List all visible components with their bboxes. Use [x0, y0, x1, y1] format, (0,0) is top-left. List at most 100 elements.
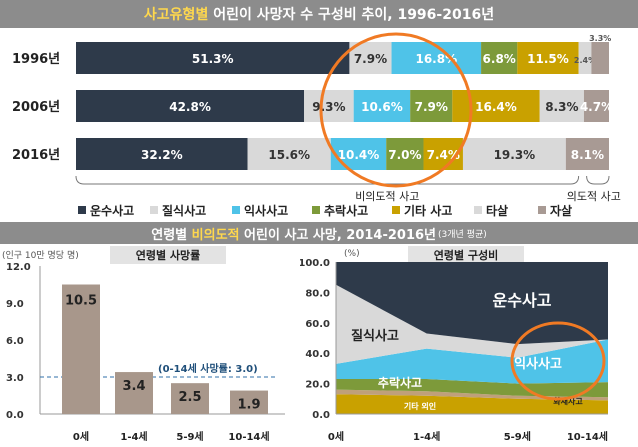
chart2-bar-1 [115, 372, 153, 414]
bracket-label-intentional: 의도적 사고 [567, 190, 621, 203]
bar-질식사고-2 [247, 138, 331, 170]
chart2-title-bg [110, 246, 226, 264]
chart2-bar-0 [62, 284, 100, 414]
legend-swatch-타살 [474, 206, 482, 214]
chart3-area-label-질식사고: 질식사고 [351, 328, 399, 344]
age-composition-area-chart: 연령별 구성비 (%) 0.0 20.0 40.0 60.0 80.0 100.0 0세 1-4세… [300, 246, 608, 443]
top-banner-title: 어린이 사망자 수 구성비 추이, 1996-2016년 [208, 7, 495, 23]
top-banner-highlight: 사고유형별 [143, 7, 209, 23]
bar-label-운수사고-1: 42.8% [169, 100, 211, 114]
bar-운수사고-0 [76, 42, 350, 74]
legend-swatch-질식사고 [150, 206, 158, 214]
bar-label-운수사고-0: 51.3% [192, 52, 234, 66]
legend-label-추락사고: 추락사고 [324, 203, 368, 218]
chart3-area-익사사고 [336, 339, 608, 384]
bar-기타-사고-0 [517, 42, 579, 74]
legend-label-질식사고: 질식사고 [162, 203, 206, 218]
bar-운수사고-1 [76, 90, 305, 122]
middle-banner-prefix: 연령별 [151, 227, 192, 243]
chart3-area-질식사고 [336, 284, 608, 364]
middle-banner-highlight: 비의도적 [191, 227, 240, 243]
bar-추락사고-1 [410, 90, 453, 122]
chart3-ytick-4: 80.0 [305, 288, 330, 299]
chart2-xtick-1: 1-4세 [120, 430, 147, 443]
bar-타살-1 [539, 90, 584, 122]
chart3-area-label-추락사고: 추락사고 [378, 375, 422, 390]
legend-label-기타-사고: 기타 사고 [404, 203, 452, 218]
bar-label-추락사고-2: 7.0% [388, 148, 421, 162]
bar-타살-2 [462, 138, 566, 170]
chart3-xtick-3: 10-14세 [567, 430, 608, 443]
bar-label-추락사고-1: 7.9% [415, 100, 448, 114]
chart2-value-2: 2.5 [178, 390, 201, 405]
age-rate-bar-chart: 연령별 사망률 (인구 10만 명당 명) 0.0 3.0 6.0 9.0 12.0 (0-1… [2, 246, 285, 443]
middle-banner-title: 어린이 사고 사망, 2014-2016년 [239, 227, 436, 243]
chart3-ytick-0: 0.0 [312, 410, 330, 421]
bar-자살-1 [583, 90, 609, 122]
row-label-1: 2006년 [12, 100, 60, 115]
bar-label-질식사고-1: 9.3% [312, 100, 345, 114]
chart2-ytick-1: 3.0 [6, 373, 24, 384]
bar-label-익사사고-1: 10.6% [361, 100, 403, 114]
bar-label-질식사고-0: 7.9% [354, 52, 387, 66]
bar-타살-0 [578, 42, 592, 74]
bar-label-질식사고-2: 15.6% [268, 148, 310, 162]
bracket-intentional [586, 175, 610, 185]
bar-추락사고-0 [481, 42, 518, 74]
chart3-area-label-운수사고: 운수사고 [493, 291, 552, 310]
bar-label-기타-사고-2: 7.4% [427, 148, 460, 162]
middle-banner: 연령별 비의도적 어린이 사고 사망, 2014-2016년 (3개년 평균) [0, 222, 638, 244]
legend-label-타살: 타살 [486, 203, 508, 218]
bar-label-타살-1: 8.3% [545, 100, 578, 114]
bar-추락사고-2 [386, 138, 424, 170]
highlight-circle [319, 32, 473, 188]
bar-label-익사사고-2: 10.4% [338, 148, 380, 162]
bar-label-자살-2: 8.1% [571, 148, 604, 162]
chart3-ytick-2: 40.0 [305, 349, 330, 360]
legend-swatch-기타-사고 [392, 206, 400, 214]
top-banner: 사고유형별 어린이 사망자 수 구성비 추이, 1996-2016년 [0, 0, 638, 28]
bar-질식사고-1 [304, 90, 354, 122]
chart3-area-추락사고 [336, 379, 608, 398]
bar-label-타살-0: 2.4% [574, 56, 596, 65]
legend-label-운수사고: 운수사고 [90, 203, 134, 218]
chart3-area-기타-외인 [336, 394, 608, 414]
chart3-xtick-2: 5-9세 [504, 430, 531, 443]
bracket-label-unintentional: 비의도적 사고 [355, 190, 419, 203]
legend-label-익사사고: 익사사고 [244, 203, 288, 218]
chart2-value-0: 10.5 [65, 294, 97, 309]
bar-label-타살-2: 19.3% [494, 148, 536, 162]
stacked-bar-chart: 1996년 51.3% 7.9% 16.8% 6.8% 11.5% 2.4%3.3%2006… [12, 32, 621, 218]
chart2-bar-2 [171, 383, 209, 414]
chart2-xtick-3: 10-14세 [228, 430, 269, 443]
row-label-2: 2016년 [12, 148, 60, 163]
chart3-ytick-5: 100.0 [300, 258, 330, 269]
chart3-area-label-기타-외인: 기타 외인 [404, 401, 436, 411]
chart2-bar-3 [230, 390, 268, 414]
bar-label-기타-사고-1: 16.4% [475, 100, 517, 114]
legend-swatch-운수사고 [78, 206, 86, 214]
chart2-value-1: 3.4 [122, 379, 145, 394]
legend-swatch-추락사고 [312, 206, 320, 214]
bar-label-자살-1: 4.7% [580, 100, 613, 114]
bracket-unintentional [75, 175, 580, 185]
chart3-title-bg [408, 246, 524, 264]
chart2-ytick-4: 12.0 [6, 262, 31, 273]
legend-swatch-자살 [538, 206, 546, 214]
chart3-ytick-1: 20.0 [305, 380, 330, 391]
bar-label-자살-0: 3.3% [589, 34, 611, 43]
chart3-xtick-1: 1-4세 [413, 430, 440, 443]
bar-자살-0 [591, 42, 609, 74]
middle-banner-note: (3개년 평균) [438, 229, 487, 240]
chart2-title: 연령별 사망률 [136, 248, 201, 262]
bar-익사사고-1 [353, 90, 411, 122]
chart2-ytick-2: 6.0 [6, 336, 24, 347]
bar-운수사고-2 [76, 138, 248, 170]
bar-label-기타-사고-0: 11.5% [527, 52, 569, 66]
chart3-xtick-0: 0세 [328, 430, 344, 443]
chart2-value-3: 1.9 [237, 398, 260, 413]
chart2-xtick-2: 5-9세 [176, 430, 203, 443]
chart3-highlight-circle [510, 321, 606, 401]
bar-익사사고-2 [330, 138, 387, 170]
chart3-area-label-화재사고: 화재사고 [553, 396, 583, 406]
